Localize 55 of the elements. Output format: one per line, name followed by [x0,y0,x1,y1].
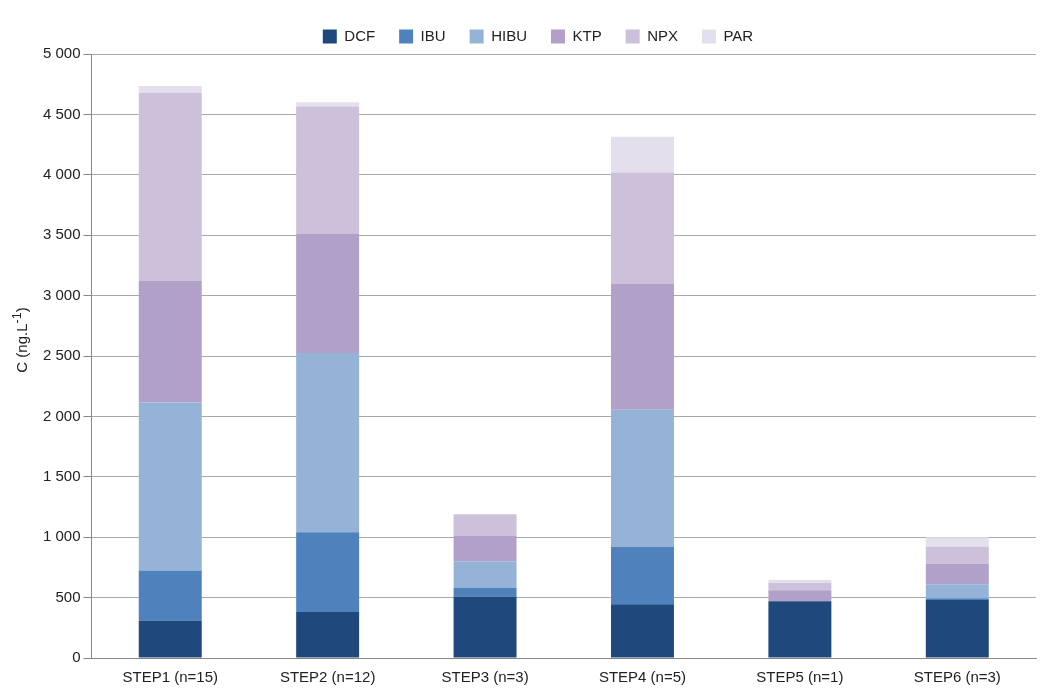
x-tick-label: STEP1 (n=15) [122,668,218,686]
x-tick-label: STEP4 (n=5) [598,668,687,686]
bar [138,86,202,93]
x-tick-label: STEP5 (n=1) [756,668,844,686]
y-tick-label: 1 500 [42,466,81,484]
legend-label: NPX [647,26,678,44]
bar [138,402,202,571]
x-tick-label: STEP6 (n=3) [913,668,1001,686]
bar [925,537,989,547]
y-tick-label: 2 500 [42,346,81,364]
bar [453,561,517,588]
bar [610,546,674,605]
y-tick-label: 4 000 [42,164,81,182]
bar [610,283,674,410]
bar [296,106,360,234]
bar [296,612,360,658]
bar [610,604,674,658]
bar [453,587,517,597]
y-tick-label: 2 000 [42,406,81,424]
y-tick-label: 1 000 [42,527,81,545]
legend-label: IBU [420,26,446,44]
bar [296,233,360,353]
legend-label: PAR [723,26,754,44]
bar [925,546,989,564]
y-tick-label: 0 [72,648,81,666]
y-tick-label: 500 [55,587,81,605]
bar [768,590,832,602]
x-tick-label: STEP2 (n=12) [279,668,376,686]
y-tick-label: 4 500 [42,104,81,122]
bar [925,563,989,585]
bar [768,580,832,584]
bar [296,532,360,613]
bar [610,172,674,284]
bar [138,620,202,658]
bar [453,596,517,658]
bar [610,409,674,547]
bar [138,281,202,403]
y-tick-label: 5 000 [42,44,81,62]
x-tick-label: STEP3 (n=3) [441,668,529,686]
bar [453,514,517,536]
bar [768,601,832,658]
bar [138,92,202,282]
bar [768,583,832,591]
y-tick-label: 3 000 [42,285,81,303]
bar [453,535,517,562]
bar [925,600,989,658]
bar [138,570,202,621]
bar [296,102,360,107]
legend-label: HIBU [491,26,527,44]
bar [610,136,674,173]
legend-label: KTP [572,26,602,44]
legend-label: DCF [344,26,376,44]
bar [925,584,989,599]
bar [296,352,360,533]
y-tick-label: 3 500 [42,225,81,243]
